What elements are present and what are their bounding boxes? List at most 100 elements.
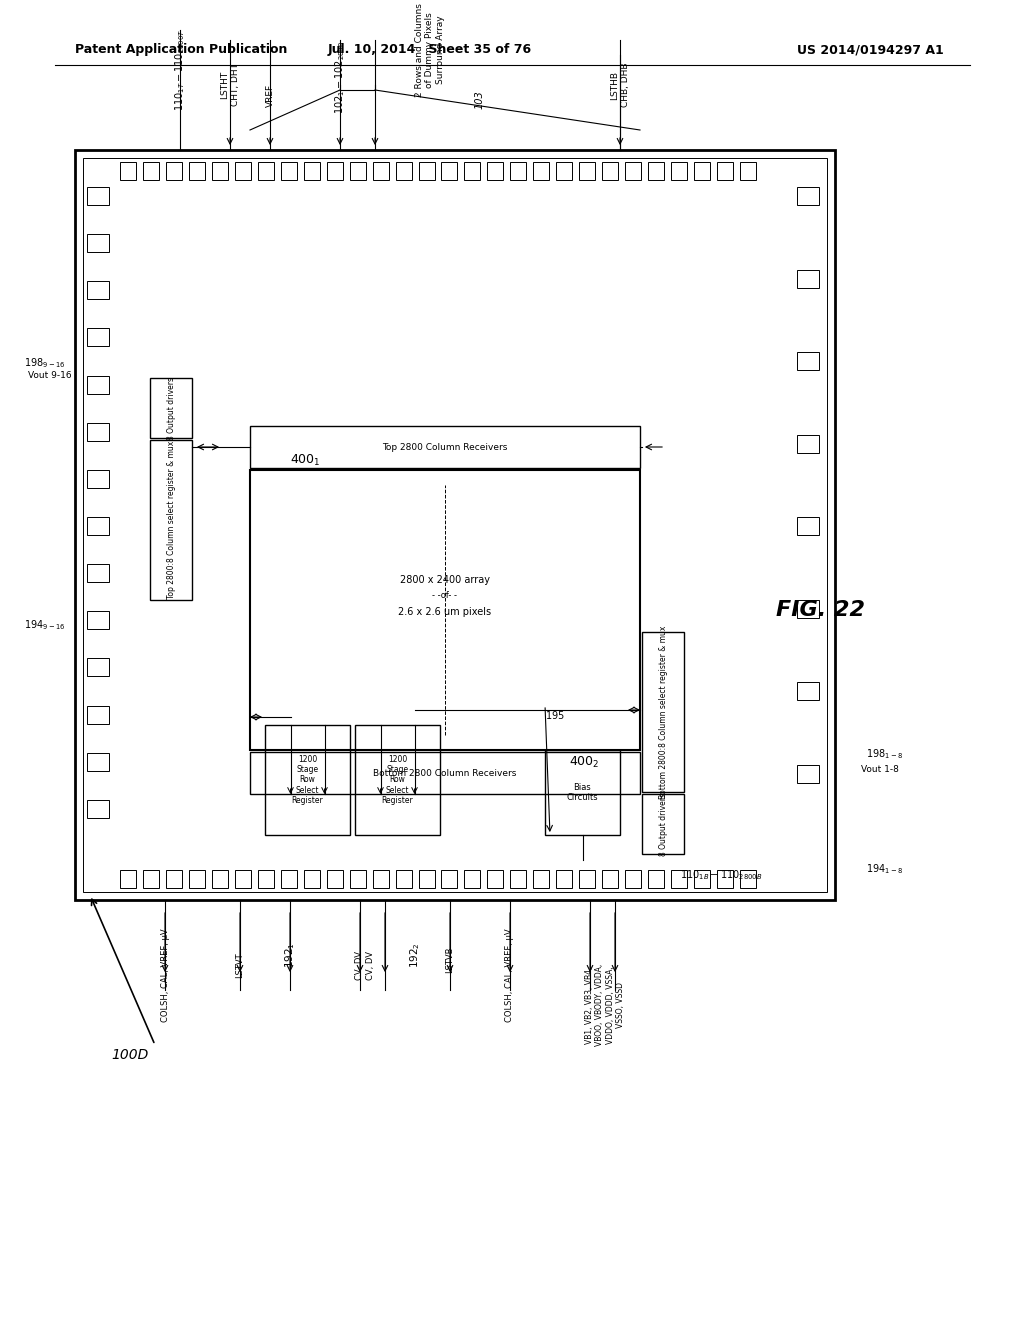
Bar (87, 329, 109, 346)
Bar (797, 269, 819, 288)
Bar (258, 162, 273, 180)
Text: LSTVT: LSTVT (236, 952, 245, 978)
Text: Patent Application Publication: Patent Application Publication (75, 44, 288, 57)
Text: 1200
Stage
Row
Select
Register: 1200 Stage Row Select Register (292, 755, 324, 805)
Bar (143, 162, 159, 180)
Text: LSTVB: LSTVB (445, 946, 455, 973)
Bar (626, 870, 641, 888)
Bar (188, 162, 205, 180)
Bar (642, 795, 684, 854)
Bar (510, 162, 526, 180)
Bar (327, 870, 343, 888)
Bar (87, 800, 109, 818)
Text: Vout 9-16: Vout 9-16 (29, 371, 72, 380)
Text: $195$: $195$ (545, 709, 565, 721)
Bar (304, 870, 319, 888)
Bar (281, 162, 297, 180)
Bar (510, 870, 526, 888)
Bar (580, 162, 595, 180)
Text: $192_2$: $192_2$ (409, 942, 422, 968)
Text: 103: 103 (475, 91, 485, 110)
Text: Top 2800 Column Receivers: Top 2800 Column Receivers (382, 442, 508, 451)
Bar (717, 162, 733, 180)
Bar (327, 162, 343, 180)
Bar (250, 426, 640, 469)
Bar (797, 434, 819, 453)
Bar (797, 599, 819, 618)
Bar (87, 187, 109, 205)
Bar (87, 564, 109, 582)
Bar (419, 870, 434, 888)
Text: US 2014/0194297 A1: US 2014/0194297 A1 (797, 44, 943, 57)
Text: $400_2$: $400_2$ (569, 755, 600, 770)
Bar (355, 725, 440, 836)
Text: FIG. 22: FIG. 22 (775, 601, 864, 620)
Bar (373, 162, 388, 180)
Bar (250, 470, 640, 750)
Bar (87, 470, 109, 488)
Text: 8 Output drivers: 8 Output drivers (658, 792, 668, 855)
Bar (740, 870, 756, 888)
Bar (258, 870, 273, 888)
Bar (212, 162, 228, 180)
Text: Vout 1-8: Vout 1-8 (861, 764, 899, 774)
Text: 8 Output drivers: 8 Output drivers (167, 376, 175, 440)
Bar (465, 870, 480, 888)
Text: LSTHT
CHT, DHT: LSTHT CHT, DHT (220, 63, 240, 107)
Bar (441, 870, 458, 888)
Bar (717, 870, 733, 888)
Bar (441, 162, 458, 180)
Text: COLSH, CAL, VREF, μV: COLSH, CAL, VREF, μV (506, 928, 514, 1022)
Bar (419, 162, 434, 180)
Bar (188, 870, 205, 888)
Text: 2800 x 2400 array: 2800 x 2400 array (400, 576, 490, 585)
Text: $198_{9-16}$: $198_{9-16}$ (25, 356, 66, 370)
Bar (87, 659, 109, 676)
Text: $110_{1T}-110_{2800T}$: $110_{1T}-110_{2800T}$ (173, 29, 187, 111)
Bar (465, 162, 480, 180)
Bar (534, 870, 549, 888)
Text: Top 2800:8 Column select register & mux: Top 2800:8 Column select register & mux (167, 441, 175, 599)
Text: $192_1$: $192_1$ (283, 942, 297, 968)
Bar (648, 870, 665, 888)
Bar (349, 870, 366, 888)
Bar (87, 281, 109, 300)
Text: - -of- -: - -of- - (432, 591, 458, 601)
Text: $198_{1-8}$: $198_{1-8}$ (866, 747, 903, 760)
Bar (740, 162, 756, 180)
Bar (87, 422, 109, 441)
Bar (648, 162, 665, 180)
Text: Bottom 2800 Column Receivers: Bottom 2800 Column Receivers (374, 768, 517, 777)
Bar (694, 870, 710, 888)
Bar (534, 162, 549, 180)
Text: CV, DV
CV, DV: CV, DV CV, DV (355, 950, 375, 979)
Bar (166, 162, 182, 180)
Text: $194_{1-8}$: $194_{1-8}$ (866, 862, 903, 876)
Bar (234, 870, 251, 888)
Bar (642, 632, 684, 792)
Bar (87, 752, 109, 771)
Text: $110_{1B}-110_{2800B}$: $110_{1B}-110_{2800B}$ (680, 869, 762, 882)
Bar (250, 752, 640, 795)
Text: $400_1$: $400_1$ (290, 453, 321, 467)
Text: $102_1-102_{2800}$: $102_1-102_{2800}$ (333, 41, 347, 115)
Bar (166, 870, 182, 888)
Bar (75, 150, 835, 900)
Bar (83, 158, 827, 892)
Text: Bottom 2800:8 Column select register & mux: Bottom 2800:8 Column select register & m… (658, 626, 668, 799)
Bar (671, 870, 687, 888)
Text: 2.6 x 2.6 um pixels: 2.6 x 2.6 um pixels (398, 607, 492, 616)
Bar (797, 352, 819, 370)
Bar (120, 162, 136, 180)
Text: $194_{9-16}$: $194_{9-16}$ (25, 618, 66, 632)
Text: Bias
Circuits: Bias Circuits (566, 783, 598, 803)
Bar (797, 764, 819, 783)
Bar (395, 870, 412, 888)
Bar (234, 162, 251, 180)
Bar (487, 162, 504, 180)
Bar (626, 162, 641, 180)
Bar (87, 706, 109, 723)
Bar (265, 725, 350, 836)
Bar (304, 162, 319, 180)
Text: 100D: 100D (112, 1048, 148, 1063)
